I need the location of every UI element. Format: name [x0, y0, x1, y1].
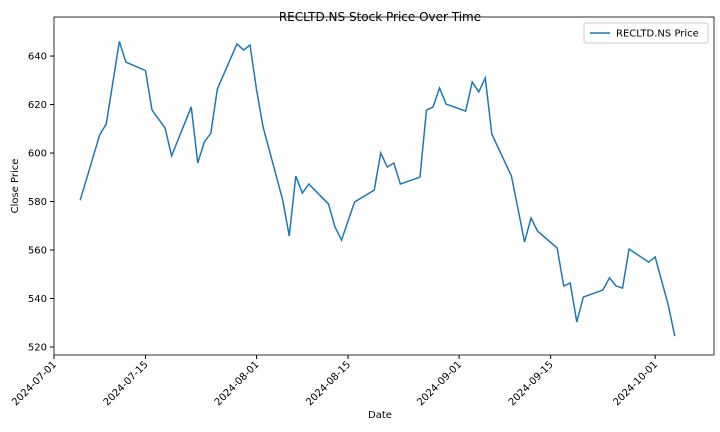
- y-axis-label: Close Price: [10, 159, 21, 214]
- y-tick-label: 640: [28, 52, 47, 63]
- x-axis-label: Date: [368, 410, 392, 421]
- y-tick-label: 540: [28, 294, 47, 305]
- y-tick-label: 620: [28, 100, 47, 111]
- legend-box: [583, 22, 709, 44]
- legend-label: RECLTD.NS Price: [616, 29, 699, 40]
- y-tick-label: 520: [28, 342, 47, 353]
- y-tick-label: 600: [28, 149, 47, 160]
- price-line: [79, 41, 676, 337]
- y-tick-label: 580: [28, 197, 47, 208]
- y-tick-label: 560: [28, 246, 47, 257]
- plot-frame: [53, 16, 715, 356]
